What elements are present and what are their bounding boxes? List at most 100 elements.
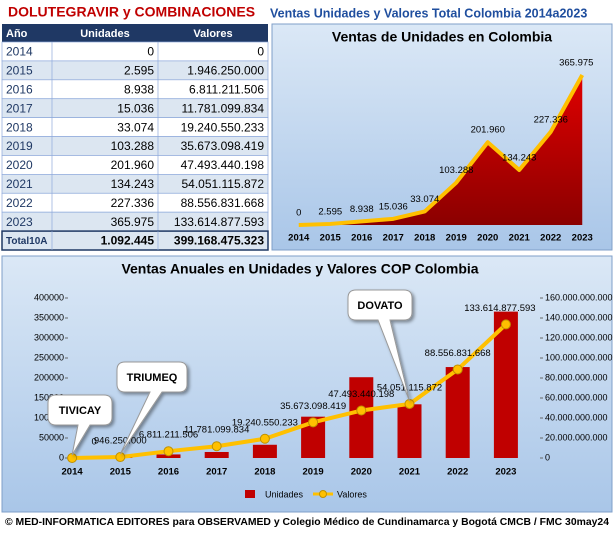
x-tick-label: 2015 (110, 467, 132, 478)
line-marker (500, 319, 511, 330)
y-tick-label: 150000 (34, 392, 64, 402)
y2-tick-label: 120.000.000.000 (545, 332, 613, 342)
bar (349, 377, 374, 458)
data-label: 47.493.440.198 (328, 389, 394, 400)
table-cell: Total10A (6, 236, 48, 247)
x-tick-label: 2017 (383, 233, 404, 244)
callout (347, 289, 413, 402)
table-cell: 227.336 (111, 196, 155, 210)
table-cell: 2016 (6, 82, 33, 96)
x-tick-label: 2020 (351, 467, 372, 478)
y-tick-label: 0 (59, 452, 64, 462)
legend-label: Valores (337, 489, 367, 499)
data-label: 0 (296, 208, 301, 219)
line-marker (211, 441, 222, 452)
table-cell: 365.975 (111, 215, 155, 229)
bar (252, 444, 277, 458)
table-cell: 133.614.877.593 (174, 215, 264, 229)
data-label: 365.975 (559, 58, 593, 69)
x-tick-label: 2014 (288, 233, 310, 244)
bar (204, 451, 229, 458)
x-tick-label: 2023 (495, 467, 516, 478)
table-cell: 2021 (6, 177, 33, 191)
y-tick-label: 350000 (34, 312, 64, 322)
x-tick-label: 2018 (254, 467, 275, 478)
line-marker (115, 452, 126, 463)
table-cell: 2017 (6, 101, 33, 115)
data-label: 103.288 (439, 165, 473, 176)
column-header: Valores (193, 28, 232, 40)
y2-tick-label: 0 (545, 452, 550, 462)
table-cell: 1.092.445 (101, 234, 155, 248)
bar (445, 367, 470, 458)
column-header: Año (6, 28, 28, 40)
data-label: 11.781.099.834 (184, 425, 249, 436)
y2-tick-label: 80.000.000.000 (545, 372, 608, 382)
callout-text: TIVICAY (59, 405, 102, 417)
callout-text: DOVATO (357, 300, 403, 312)
x-tick-label: 2021 (399, 467, 421, 478)
y2-tick-label: 160.000.000.000 (545, 292, 613, 302)
table-cell: 33.074 (117, 120, 154, 134)
y-tick-label: 250000 (34, 352, 64, 362)
bar (397, 404, 422, 458)
data-label: 88.556.831.668 (425, 348, 491, 359)
chart-title: Ventas de Unidades en Colombia (332, 29, 552, 45)
data-label: 33.074 (410, 194, 439, 205)
table-cell: 201.960 (111, 158, 155, 172)
y-tick-label: 200000 (34, 372, 64, 382)
data-label: 19.240.550.233 (232, 417, 298, 428)
data-label: 133.614.877.593 (464, 303, 535, 314)
legend-swatch (245, 490, 255, 498)
data-label: 2.595 (318, 206, 342, 217)
table-cell: 88.556.831.668 (181, 196, 265, 210)
line-marker (259, 433, 270, 444)
table-cell: 35.673.098.419 (181, 139, 265, 153)
table-cell: 134.243 (111, 177, 155, 191)
y2-tick-label: 40.000.000.000 (545, 412, 608, 422)
data-label: 134.243 (502, 152, 536, 163)
x-tick-label: 2015 (320, 233, 342, 244)
x-tick-label: 2022 (540, 233, 561, 244)
legend-swatch (319, 490, 327, 498)
data-label: 227.336 (534, 114, 568, 125)
x-tick-label: 2020 (477, 233, 498, 244)
table-cell: 2022 (6, 196, 33, 210)
table-cell: 8.938 (124, 82, 154, 96)
page-title: DOLUTEGRAVIR y COMBINACIONES (8, 4, 255, 20)
x-tick-label: 2014 (62, 467, 84, 478)
line (72, 322, 508, 460)
table-cell: 0 (147, 45, 154, 59)
table-cell: 2019 (6, 139, 33, 153)
line-marker (163, 446, 174, 457)
table-header (2, 24, 268, 42)
table-cell: 2015 (6, 64, 33, 78)
x-tick-label: 2018 (414, 233, 435, 244)
y-tick-label: 50000 (39, 432, 64, 442)
data-label: 54.051.115.872 (377, 382, 442, 393)
data-label: 201.960 (471, 125, 505, 136)
table-cell: 47.493.440.198 (181, 158, 265, 172)
data-label: 0 (91, 437, 96, 448)
table-cell: 2023 (6, 215, 33, 229)
bar (493, 311, 518, 458)
callout (47, 394, 113, 456)
area-line (298, 74, 584, 227)
y2-tick-label: 100.000.000.000 (545, 352, 613, 362)
y-tick-label: 400000 (34, 292, 64, 302)
x-tick-label: 2019 (446, 233, 467, 244)
x-tick-label: 2022 (447, 467, 468, 478)
table-cell: 103.288 (111, 139, 155, 153)
table-cell: 1.946.250.000 (187, 64, 264, 78)
chart-title: Ventas Anuales en Unidades y Valores COP… (121, 261, 478, 277)
table-cell: 0 (257, 45, 264, 59)
bar (156, 454, 181, 458)
table-cell: 11.781.099.834 (181, 101, 264, 115)
page-subtitle: Ventas Unidades y Valores Total Colombia… (270, 6, 587, 20)
area (298, 75, 583, 225)
line-marker (308, 417, 319, 428)
table-row (1, 230, 269, 251)
callout-text: TRIUMEQ (127, 372, 178, 384)
table-cell: 2.595 (124, 64, 154, 78)
